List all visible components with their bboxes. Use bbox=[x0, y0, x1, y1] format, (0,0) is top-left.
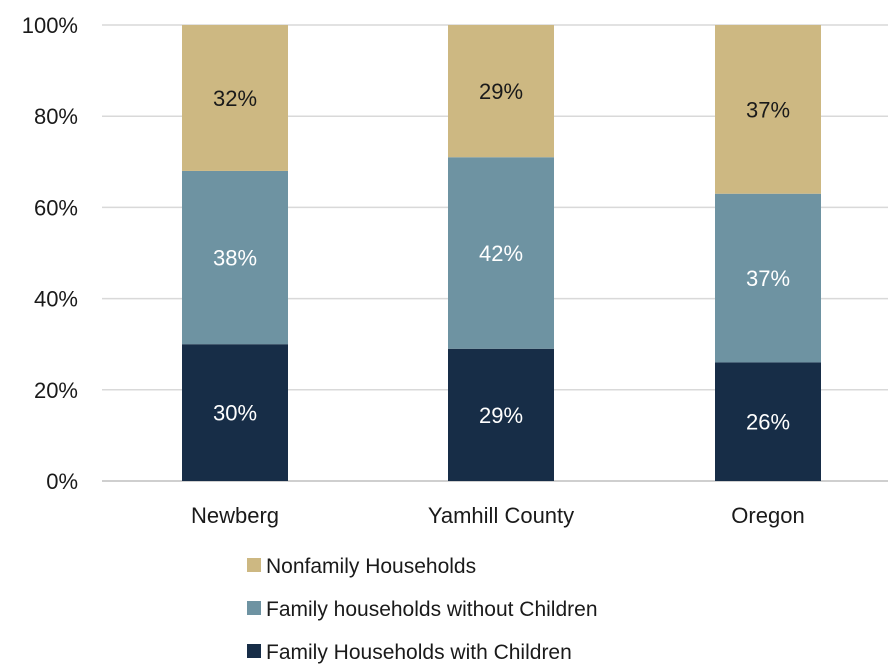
axes: 0% 20% 40% 60% 80% 100% Newberg Yamhill County O… bbox=[22, 13, 805, 528]
data-label: 32% bbox=[213, 86, 257, 111]
legend-swatch bbox=[247, 601, 261, 615]
x-tick-label: Newberg bbox=[191, 503, 279, 528]
data-label: 26% bbox=[746, 410, 790, 435]
y-tick-label: 100% bbox=[22, 13, 78, 38]
data-label: 29% bbox=[479, 403, 523, 428]
data-label: 30% bbox=[213, 401, 257, 426]
bar-segment bbox=[715, 193, 821, 363]
data-labels: 30% 38% 32% 29% 42% 29% 26% 37% 37% bbox=[213, 79, 790, 435]
legend-label: Family Households with Children bbox=[266, 641, 572, 664]
data-label: 29% bbox=[479, 79, 523, 104]
y-tick-label: 60% bbox=[34, 195, 78, 220]
bar-segment bbox=[715, 25, 821, 194]
y-tick-label: 20% bbox=[34, 378, 78, 403]
bar-segment bbox=[448, 157, 554, 349]
legend: Nonfamily Households Family households wi… bbox=[247, 555, 598, 664]
bar-segment bbox=[448, 25, 554, 158]
legend-swatch bbox=[247, 558, 261, 572]
legend-label: Nonfamily Households bbox=[266, 555, 476, 578]
bar-segment bbox=[448, 348, 554, 481]
bar-segment bbox=[715, 362, 821, 481]
legend-swatch bbox=[247, 644, 261, 658]
legend-label: Family households without Children bbox=[266, 598, 598, 621]
data-label: 37% bbox=[746, 97, 790, 122]
y-tick-label: 80% bbox=[34, 104, 78, 129]
data-label: 42% bbox=[479, 241, 523, 266]
bars bbox=[182, 25, 821, 481]
y-tick-label: 40% bbox=[34, 287, 78, 312]
y-tick-label: 0% bbox=[46, 469, 78, 494]
x-tick-label: Oregon bbox=[731, 503, 804, 528]
bar-segment bbox=[182, 344, 288, 481]
bar-segment bbox=[182, 170, 288, 345]
data-label: 37% bbox=[746, 266, 790, 291]
bar-segment bbox=[182, 25, 288, 171]
x-tick-label: Yamhill County bbox=[428, 503, 574, 528]
data-label: 38% bbox=[213, 246, 257, 271]
